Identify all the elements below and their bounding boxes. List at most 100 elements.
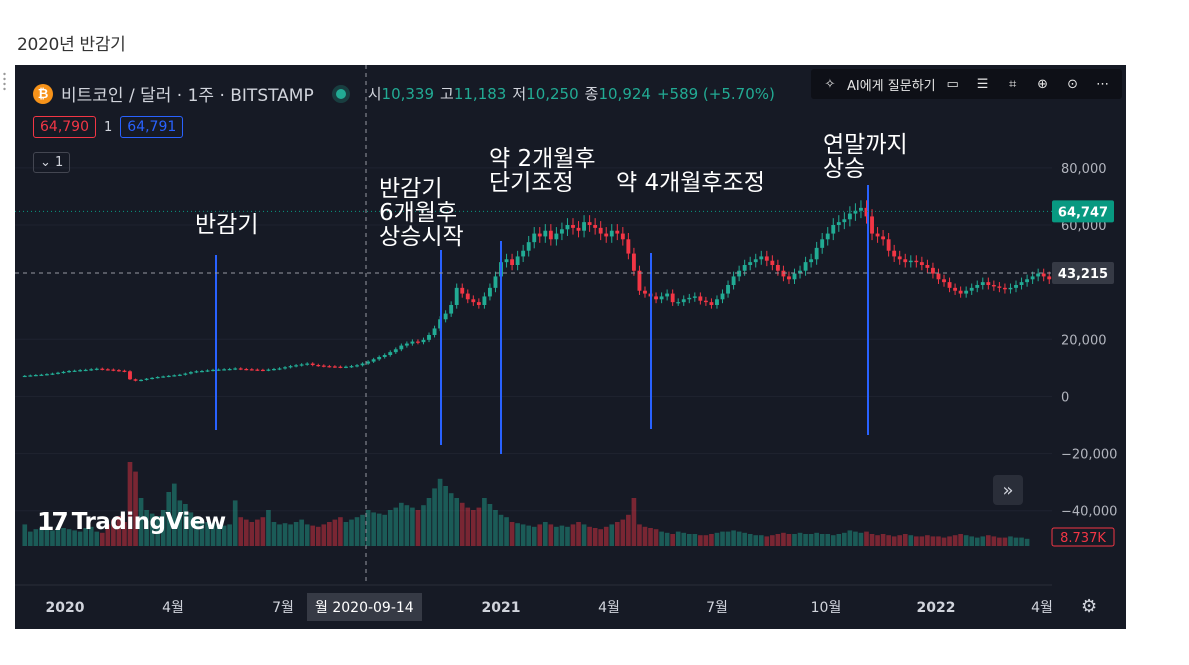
- volume-bar: [709, 534, 714, 546]
- volume-bar: [936, 536, 941, 546]
- volume-bar: [997, 537, 1002, 546]
- volume-bar: [476, 507, 482, 546]
- candle-body: [83, 369, 88, 372]
- candle-body: [211, 369, 215, 372]
- candle-body: [327, 366, 332, 368]
- candle-body: [798, 270, 802, 274]
- volume-bar: [581, 524, 587, 546]
- candle-body: [1030, 276, 1035, 280]
- volume-bar: [470, 510, 476, 546]
- x-tick-label: 7월: [706, 600, 728, 616]
- candle-body: [720, 293, 725, 300]
- candle-body: [692, 296, 697, 298]
- volume-bar: [327, 522, 332, 546]
- volume-bar: [266, 510, 271, 546]
- more-icon[interactable]: ⋯: [1096, 76, 1110, 92]
- drag-handle-icon[interactable]: [3, 72, 9, 92]
- candle-body: [1047, 276, 1052, 280]
- ohlc-value: 10,339: [381, 85, 435, 103]
- candle-body: [521, 250, 526, 257]
- sell-price-button[interactable]: 64,790: [33, 116, 96, 138]
- volume-bar: [747, 534, 753, 546]
- annotation-rise-start: 반감기 6개월후 상승시작: [379, 176, 464, 250]
- candle-body: [726, 285, 730, 294]
- volume-bar: [526, 525, 532, 546]
- ohlc-value: 10,924: [598, 85, 651, 103]
- volume-bar: [199, 519, 205, 546]
- candle-body: [615, 230, 620, 234]
- volume-bar: [61, 528, 66, 546]
- crop-icon[interactable]: ⌗: [1008, 76, 1017, 92]
- volume-bar: [598, 529, 604, 546]
- zoom-icon[interactable]: ⊕: [1037, 76, 1049, 92]
- volume-bar: [304, 524, 310, 546]
- volume-bar: [803, 534, 808, 546]
- candle-body: [388, 352, 393, 355]
- volume-bar: [227, 524, 232, 546]
- chart-canvas[interactable]: 80,00060,00020,0000−20,000−40,000USD64,7…: [15, 65, 1126, 629]
- candle-body: [349, 366, 354, 368]
- crosshair-price-label: 43,215: [1058, 267, 1108, 282]
- tradingview-mark-icon: 17: [37, 507, 69, 536]
- comment-icon[interactable]: ▭: [946, 76, 959, 92]
- volume-bar: [781, 532, 786, 546]
- volume-bar: [930, 536, 936, 546]
- settings-gear-icon[interactable]: ⚙: [1081, 596, 1098, 617]
- volume-bar: [448, 493, 454, 546]
- candle-body: [554, 233, 559, 240]
- volume-bar: [853, 531, 858, 546]
- symbol-header[interactable]: ₿ 비트코인 / 달러 · 1주 · BITSTAMP 시10,339 고11,1…: [33, 81, 781, 106]
- volume-bar: [720, 531, 725, 546]
- note-icon[interactable]: ☰: [976, 76, 989, 92]
- candle-body: [842, 219, 847, 223]
- candle-body: [559, 229, 564, 234]
- volume-bar: [66, 529, 72, 546]
- ask-ai-button[interactable]: AI에게 질문하기: [847, 78, 936, 94]
- volume-bar: [991, 536, 997, 546]
- volume-bar: [27, 531, 33, 546]
- candle-body: [565, 225, 570, 230]
- volume-bar: [111, 519, 116, 546]
- indicator-collapse-button[interactable]: ⌄ 1: [33, 152, 71, 173]
- candle-body: [975, 285, 980, 288]
- ohlc-value: +589 (+5.70%): [656, 85, 775, 103]
- volume-bar: [205, 522, 210, 546]
- candle-body: [105, 369, 110, 371]
- candle-body: [56, 372, 60, 374]
- candle-body: [914, 260, 919, 263]
- buy-price-button[interactable]: 64,791: [120, 116, 184, 138]
- candle-body: [133, 379, 138, 381]
- volume-bar: [498, 514, 504, 546]
- candle-body: [449, 305, 454, 314]
- candle-body: [332, 366, 337, 368]
- symbol-label[interactable]: 비트코인 / 달러 · 1주 · BITSTAMP: [61, 86, 314, 106]
- y-tick-label: −20,000: [1061, 448, 1117, 463]
- candle-body: [33, 375, 38, 377]
- volume-bar: [914, 536, 919, 546]
- volume-bar: [631, 498, 637, 546]
- candle-body: [1014, 285, 1018, 288]
- trading-chart[interactable]: 80,00060,00020,0000−20,000−40,000USD64,7…: [15, 65, 1126, 629]
- candle-body: [377, 357, 382, 360]
- volume-bar: [149, 513, 155, 546]
- volume-bar: [797, 532, 803, 546]
- volume-bar: [653, 529, 659, 546]
- candle-body: [487, 287, 492, 297]
- volume-bar: [531, 526, 537, 546]
- volume-bar: [836, 534, 842, 546]
- candle-body: [321, 365, 326, 367]
- volume-bar: [99, 532, 105, 546]
- volume-bar: [105, 524, 111, 546]
- download-icon[interactable]: ⊙: [1067, 76, 1079, 92]
- volume-bar: [243, 519, 249, 546]
- volume-bar: [122, 522, 127, 546]
- y-tick-label: −40,000: [1061, 505, 1117, 520]
- x-tick-label: 2021: [482, 600, 521, 616]
- volume-bar: [570, 524, 576, 546]
- volume-bar: [626, 514, 631, 546]
- candle-body: [847, 213, 852, 220]
- candle-body: [128, 371, 132, 380]
- candle-body: [72, 370, 77, 372]
- scroll-to-realtime-button[interactable]: »: [993, 475, 1023, 505]
- volume-bar: [171, 483, 177, 546]
